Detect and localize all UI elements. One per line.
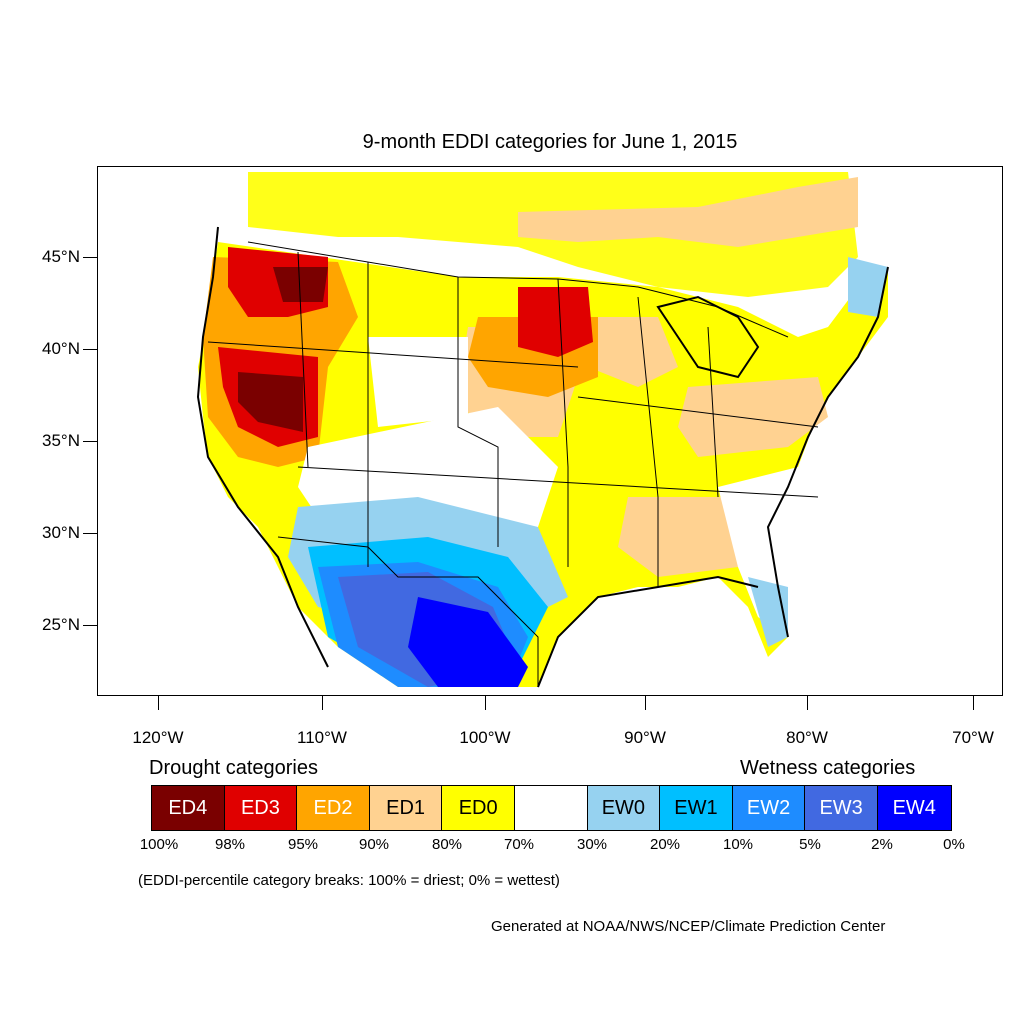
state-line-7 [637, 296, 659, 587]
boundary-lines [207, 241, 819, 687]
wetness-categories-heading: Wetness categories [740, 757, 916, 779]
break-label: 20% [649, 836, 681, 853]
great-lakes-outline [656, 295, 760, 379]
lon-label-80: 80°W [786, 728, 828, 747]
state-line-1 [297, 251, 309, 468]
legend-swatch-ed4: ED4 [152, 786, 225, 830]
break-label: 90% [358, 836, 390, 853]
category-breaks-note: (EDDI-percentile category breaks: 100% =… [138, 872, 560, 889]
atlantic-coast [766, 266, 889, 638]
legend-swatch-ew3: EW3 [805, 786, 878, 830]
lat-tick [83, 625, 97, 626]
lat-tick [83, 257, 97, 258]
lon-tick [322, 696, 323, 710]
lon-label-90: 90°W [624, 728, 666, 747]
lat-tick [83, 441, 97, 442]
lat-label-30: 30°N [42, 523, 80, 542]
near-normal-rockies-region [368, 337, 468, 427]
lon-label-110: 110°W [297, 728, 347, 747]
lat-tick [83, 533, 97, 534]
legend-swatch-ed3: ED3 [224, 786, 298, 830]
us-mexico-border [277, 536, 539, 687]
ed1-greatlakes-region [578, 317, 678, 387]
break-label: 95% [287, 836, 319, 853]
lon-tick [485, 696, 486, 710]
canada-ed1-region [518, 177, 858, 247]
coastlines [196, 226, 889, 688]
eddi-map [196, 172, 889, 688]
lon-tick [807, 696, 808, 710]
lat-label-45: 45°N [42, 247, 80, 266]
ed4-greatbasin-region [238, 372, 303, 432]
pacific-coast [196, 226, 329, 668]
lat-label-35: 35°N [42, 431, 80, 450]
lon-tick [645, 696, 646, 710]
lon-label-120: 120°W [132, 728, 184, 747]
legend-swatch-ew2: EW2 [732, 786, 806, 830]
ew0-northeast-region [848, 257, 888, 317]
state-line-4 [557, 278, 569, 567]
map-frame [97, 166, 1003, 696]
break-label: 10% [722, 836, 754, 853]
break-label: 30% [576, 836, 608, 853]
ed3-plains-region [518, 287, 593, 357]
map-title: 9-month EDDI categories for June 1, 2015 [362, 131, 738, 153]
ed1-southeast-region [618, 497, 738, 577]
ed4-northwest-region [273, 267, 328, 302]
state-line-6 [297, 466, 819, 498]
credit-line: Generated at NOAA/NWS/NCEP/Climate Predi… [491, 918, 886, 935]
break-label: 2% [871, 836, 893, 853]
ed1-ohio-region [678, 377, 828, 457]
lon-tick [973, 696, 974, 710]
legend-swatch-ew0: EW0 [587, 786, 661, 830]
lat-label-40: 40°N [42, 339, 80, 358]
legend-swatch-ed1: ED1 [369, 786, 443, 830]
legend-swatch-ew1: EW1 [660, 786, 733, 830]
category-regions [198, 172, 888, 687]
break-label: 70% [503, 836, 535, 853]
gulf-coast [537, 575, 759, 688]
lon-label-70: 70°W [952, 728, 994, 747]
break-label: 98% [214, 836, 246, 853]
state-line-5 [207, 341, 579, 368]
state-line-9 [577, 396, 819, 428]
drought-categories-heading: Drought categories [149, 757, 318, 779]
lat-label-25: 25°N [42, 615, 80, 634]
break-label: 0% [943, 836, 965, 853]
legend-swatch-ew4: EW4 [877, 786, 951, 830]
ew4-region [408, 597, 528, 687]
lon-label-100: 100°W [459, 728, 511, 747]
legend-swatch-near-normal [514, 786, 588, 830]
lon-tick [158, 696, 159, 710]
state-line-3 [457, 277, 499, 547]
break-label: 80% [431, 836, 463, 853]
legend-swatch-ed2: ED2 [297, 786, 370, 830]
legend-color-bar: ED4 ED3 ED2 ED1 ED0 EW0 EW1 EW2 EW3 EW4 [151, 785, 952, 831]
state-line-8 [707, 326, 719, 498]
break-label: 5% [799, 836, 821, 853]
lat-tick [83, 349, 97, 350]
break-label: 100% [139, 836, 179, 853]
ew0-florida-region [748, 577, 788, 647]
legend-swatch-ed0: ED0 [442, 786, 515, 830]
